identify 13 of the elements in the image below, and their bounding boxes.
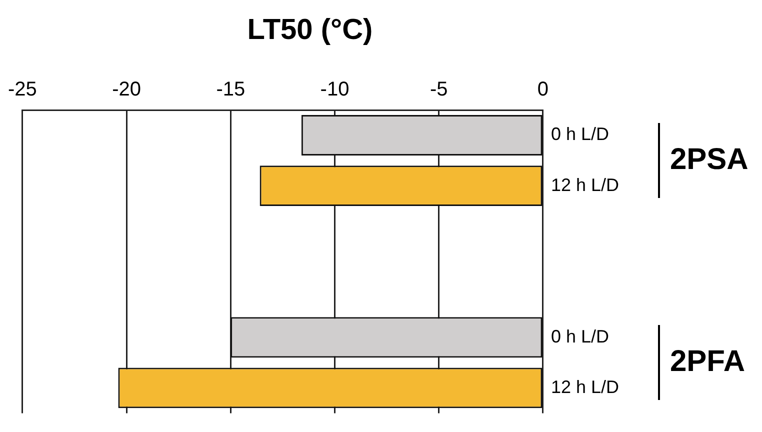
x-tick-label: -25 bbox=[8, 78, 37, 101]
y-tick-label: 0 h L/D bbox=[550, 124, 609, 144]
x-tick-label: -20 bbox=[112, 78, 142, 101]
x-tick-label: -15 bbox=[216, 78, 246, 101]
x-tick-label: 0 bbox=[537, 78, 549, 101]
y-tick-label: 12 h L/D bbox=[550, 174, 619, 195]
y-tick-label: 12 h L/D bbox=[550, 376, 619, 397]
text: 2PFA bbox=[670, 344, 745, 378]
y-tick-label: 0 h L/D bbox=[550, 326, 609, 346]
x-tick-label: -10 bbox=[320, 78, 350, 101]
x-tick-label: -5 bbox=[430, 78, 448, 101]
chart-title: LT50 (°C) bbox=[246, 14, 374, 47]
text: 2PSA bbox=[670, 142, 748, 176]
